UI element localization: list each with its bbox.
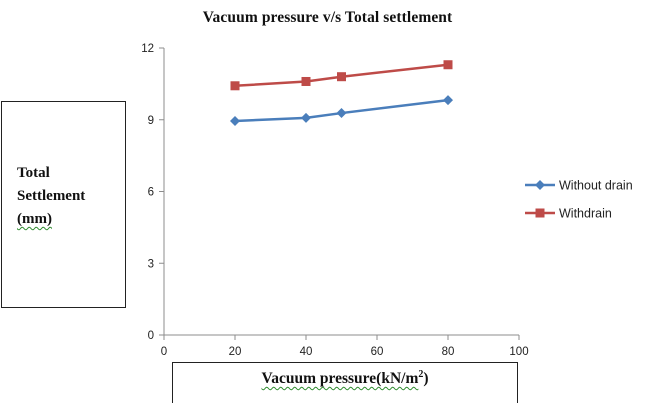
x-axis-label-end: ) [423, 370, 429, 388]
y-axis-label-line-2: Settlement [17, 188, 86, 204]
series-2-point [230, 81, 240, 91]
y-tick-label: 6 [148, 187, 154, 199]
series-1-point [443, 95, 453, 106]
series-2-point [301, 76, 311, 86]
legend-marker-2 [535, 208, 545, 218]
x-axis-label-main: Vacuum pressure(kN/m [261, 370, 419, 388]
legend-label-2: Withdrain [559, 207, 612, 221]
x-tick-label: 60 [371, 346, 384, 358]
y-tick-label: 9 [148, 115, 154, 127]
y-axis-label-line-3: (mm) [17, 211, 52, 227]
y-axis-label-line-1: Total [17, 165, 50, 181]
x-axis-label-box: Vacuum pressure(kN/m2) [172, 362, 518, 403]
x-axis-label: Vacuum pressure(kN/m2) [173, 369, 517, 388]
legend-marker-1 [535, 180, 545, 190]
x-tick-label: 80 [442, 346, 455, 358]
x-tick-label: 40 [300, 346, 313, 358]
x-axis-label-sup: 2 [418, 369, 424, 380]
series-2-point [443, 60, 453, 70]
y-tick-label: 3 [148, 258, 154, 270]
y-tick-label: 0 [148, 330, 154, 342]
series-1-point [301, 112, 311, 123]
x-tick-label: 100 [509, 346, 528, 358]
x-tick-label: 20 [229, 346, 242, 358]
chart-title: Vacuum pressure v/s Total settlement [202, 9, 453, 26]
legend-label-1: Without drain [559, 179, 633, 193]
series-line-2 [234, 63, 449, 88]
y-axis-label-box: Total Settlement (mm) [1, 101, 126, 308]
series-2-point [337, 72, 346, 82]
series-1-point [336, 108, 347, 119]
y-axis-label: Total Settlement (mm) [17, 162, 85, 231]
y-tick-label: 12 [141, 43, 154, 55]
series-line-1 [234, 98, 449, 123]
series-1-point [230, 115, 240, 126]
x-tick-label: 0 [161, 346, 167, 358]
